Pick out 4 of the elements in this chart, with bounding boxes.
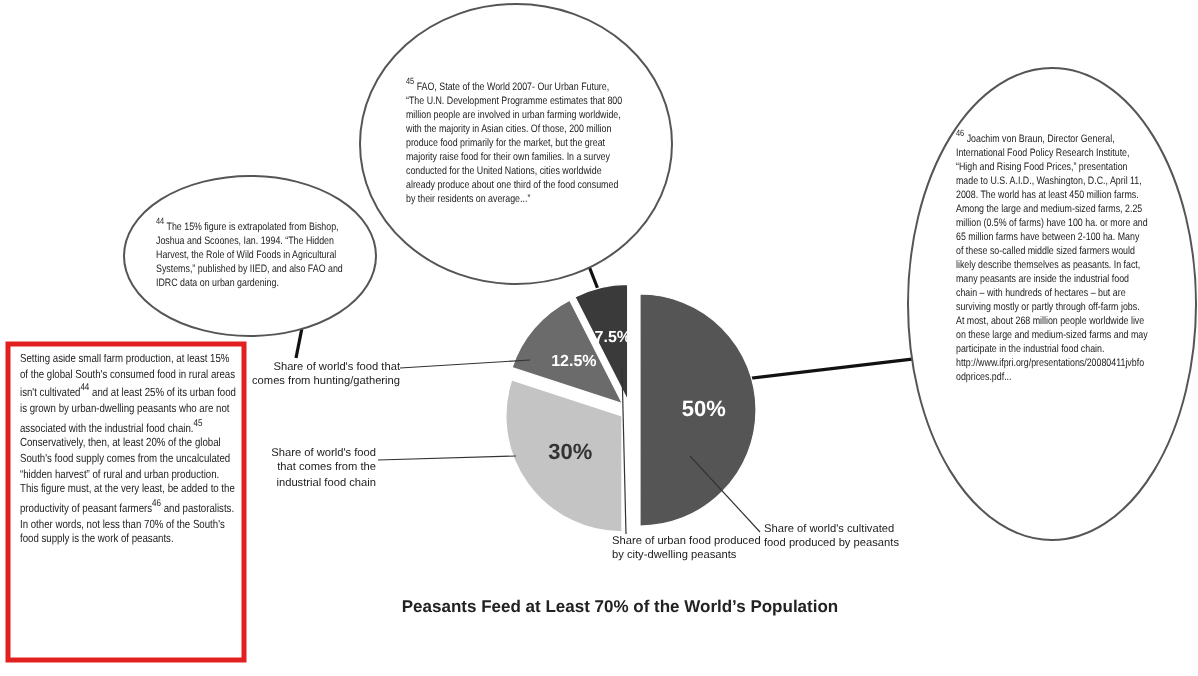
- data-label: 50%: [681, 397, 727, 422]
- data-label: 12.5%: [551, 352, 597, 371]
- text: Peasants Feed at Least 70% of the World’s Population: [399, 596, 841, 619]
- data-label: 30%: [548, 441, 593, 466]
